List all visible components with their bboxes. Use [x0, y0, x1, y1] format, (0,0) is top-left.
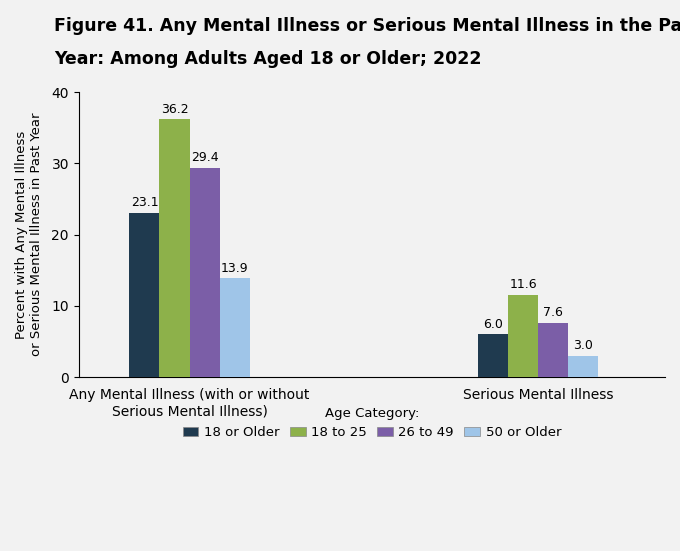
Text: 6.0: 6.0 [483, 318, 503, 331]
Bar [539, 323, 568, 377]
Text: 36.2: 36.2 [160, 102, 188, 116]
Bar [160, 119, 190, 377]
Text: 13.9: 13.9 [221, 262, 249, 274]
Bar [508, 295, 539, 377]
Text: 23.1: 23.1 [131, 196, 158, 209]
Text: 11.6: 11.6 [509, 278, 537, 291]
Text: Figure 41. Any Mental Illness or Serious Mental Illness in the Past: Figure 41. Any Mental Illness or Serious… [54, 17, 680, 35]
Text: 3.0: 3.0 [573, 339, 594, 352]
Legend: 18 or Older, 18 to 25, 26 to 49, 50 or Older: 18 or Older, 18 to 25, 26 to 49, 50 or O… [177, 402, 566, 445]
Text: Year: Among Adults Aged 18 or Older; 2022: Year: Among Adults Aged 18 or Older; 202… [54, 50, 482, 68]
Bar [129, 213, 160, 377]
Bar [190, 168, 220, 377]
Bar [478, 334, 508, 377]
Text: 7.6: 7.6 [543, 306, 563, 320]
Bar [568, 356, 598, 377]
Y-axis label: Percent with Any Mental Illness
or Serious Mental Illness in Past Year: Percent with Any Mental Illness or Serio… [15, 113, 43, 356]
Bar [220, 278, 250, 377]
Text: 29.4: 29.4 [191, 151, 218, 164]
